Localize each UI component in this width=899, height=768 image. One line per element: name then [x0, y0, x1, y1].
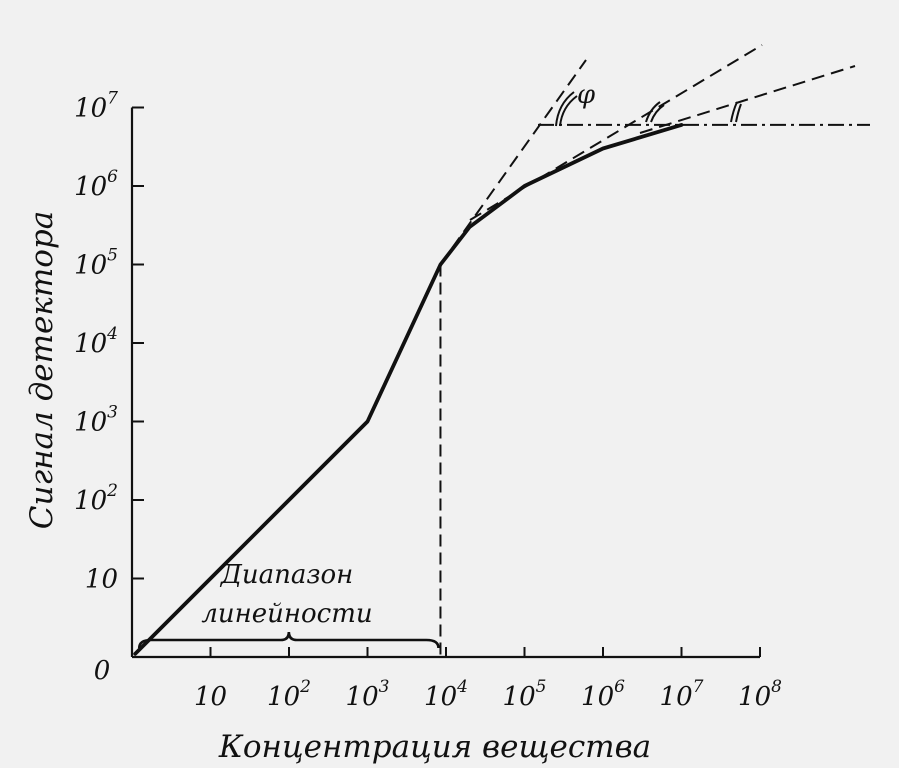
y-tick-label-6: 106 [74, 167, 118, 202]
tangent-dashed-line-1 [469, 44, 763, 221]
linear-range-label-line2: линейности [201, 599, 372, 629]
labels-layer: 0 10 102 103 104 105 106 107 108 10 102 103 104 105 10… [74, 89, 782, 713]
x-tick-label-7: 107 [660, 677, 704, 712]
angle-arc-3 [730, 101, 738, 123]
x-tick-label-0: 0 [94, 656, 111, 686]
x-tick-label-1: 10 [194, 682, 227, 712]
y-tick-label-1: 10 [85, 565, 118, 595]
linear-range-brace [137, 631, 440, 649]
angle-arc-1b [559, 95, 578, 127]
y-tick-label-7: 107 [74, 89, 118, 124]
y-tick-label-5: 105 [74, 246, 118, 281]
guides-layer [137, 44, 870, 657]
y-tick-label-4: 104 [74, 324, 118, 359]
x-tick-label-6: 106 [581, 677, 625, 712]
grid-layer [130, 106, 761, 659]
x-tick-label-4: 104 [424, 677, 468, 712]
series-layer [133, 123, 684, 656]
tangent-dashed-line-2 [639, 65, 856, 134]
x-tick-label-3: 103 [346, 677, 390, 712]
linear-range-label-line1: Диапазон [220, 560, 354, 590]
y-tick-label-2: 102 [74, 481, 118, 516]
x-tick-label-8: 108 [738, 677, 782, 712]
angle-phi-label: φ [577, 80, 596, 110]
angle-arc-1 [555, 91, 575, 127]
angle-arc-2b [650, 104, 665, 123]
angle-arc-2 [645, 101, 661, 123]
series-line [133, 123, 684, 656]
x-tick-label-5: 105 [503, 677, 547, 712]
y-axis-title: Сигнал детектора [24, 211, 60, 529]
angle-arc-3b [735, 103, 742, 123]
x-axis-title: Концентрация вещества [218, 729, 651, 765]
y-tick-label-3: 103 [74, 403, 118, 438]
x-tick-label-2: 102 [267, 677, 311, 712]
